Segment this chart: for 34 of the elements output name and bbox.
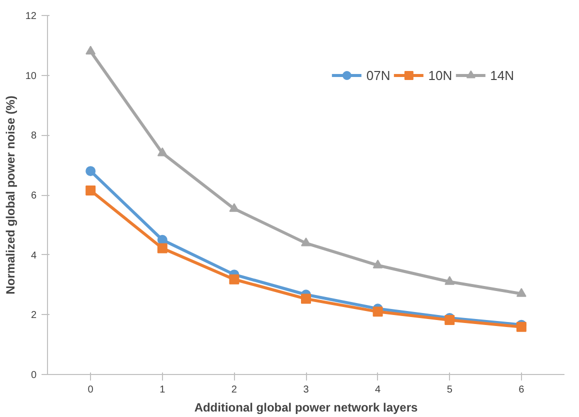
point <box>86 46 96 54</box>
point <box>516 288 526 297</box>
point <box>157 147 168 156</box>
y-tick-label: 6 <box>30 190 37 202</box>
point <box>301 237 311 246</box>
legend-label: 10N <box>428 68 452 82</box>
x-tick-label: 1 <box>160 384 166 396</box>
y-tick-label: 10 <box>25 70 37 82</box>
point <box>229 274 240 284</box>
y-tick-label: 4 <box>30 250 37 262</box>
x-tick-label: 0 <box>88 384 94 396</box>
x-tick-label: 2 <box>231 384 238 396</box>
point <box>157 234 168 245</box>
x-axis-title: Additional global power network layers <box>194 400 418 414</box>
point <box>157 243 168 254</box>
x-tick-label: 6 <box>518 384 525 396</box>
legend-label: 14N <box>490 68 514 82</box>
x-tick-label: 4 <box>375 384 382 396</box>
y-tick-label: 12 <box>25 11 37 22</box>
y-tick-label: 8 <box>30 130 37 142</box>
point <box>86 186 96 196</box>
point <box>372 306 383 317</box>
point <box>86 166 96 176</box>
y-tick-label: 0 <box>30 370 37 381</box>
point <box>444 276 455 285</box>
point <box>229 203 240 212</box>
x-tick-label: 5 <box>446 384 453 396</box>
point <box>301 294 311 304</box>
y-axis-title: Normalized global power noise (%) <box>3 96 18 294</box>
point <box>372 260 383 268</box>
legend-label: 07N <box>366 68 390 82</box>
y-tick-label: 2 <box>30 310 37 322</box>
x-tick-label: 3 <box>303 384 310 396</box>
point <box>444 315 455 326</box>
